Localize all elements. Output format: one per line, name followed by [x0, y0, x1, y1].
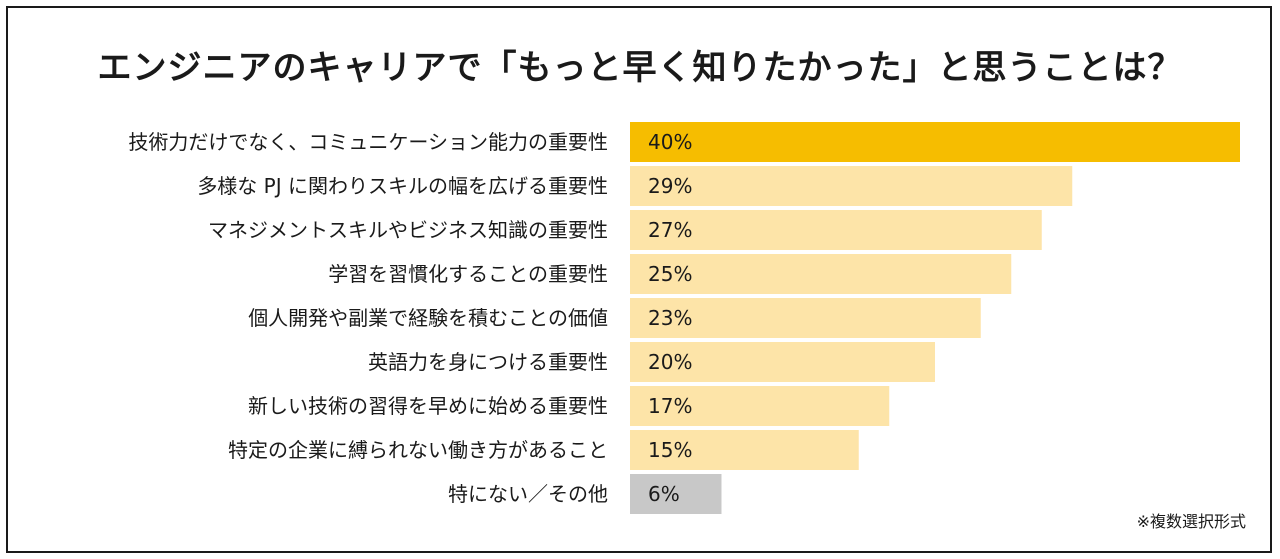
value-label: 25%: [648, 262, 692, 286]
bar-row: マネジメントスキルやビジネス知識の重要性 27%: [208, 210, 1042, 250]
category-label: 英語力を身につける重要性: [368, 350, 608, 374]
bar-row: 学習を習慣化することの重要性 25%: [328, 254, 1012, 294]
bar: [630, 298, 981, 338]
bar: [630, 430, 859, 470]
bar-row: 特定の企業に縛られない働き方があること 15%: [228, 430, 859, 470]
value-label: 20%: [648, 350, 692, 374]
bar-row: 新しい技術の習得を早めに始める重要性 17%: [248, 386, 890, 426]
bar-row: 個人開発や副業で経験を積むことの価値 23%: [248, 298, 981, 338]
bar: [630, 386, 890, 426]
value-label: 15%: [648, 438, 692, 462]
bar-row: 英語力を身につける重要性 20%: [368, 342, 935, 382]
value-label: 40%: [648, 130, 692, 154]
bar: [630, 166, 1073, 206]
value-label: 6%: [648, 482, 680, 506]
bar: [630, 254, 1012, 294]
category-label: 技術力だけでなく、コミュニケーション能力の重要性: [128, 130, 608, 154]
bar: [630, 474, 722, 514]
category-label: 個人開発や副業で経験を積むことの価値: [248, 306, 608, 330]
category-label: 多様な PJ に関わりスキルの幅を広げる重要性: [197, 174, 608, 198]
bar: [630, 210, 1042, 250]
category-label: 学習を習慣化することの重要性: [328, 262, 608, 286]
bar-row: 多様な PJ に関わりスキルの幅を広げる重要性 29%: [197, 166, 1073, 206]
category-label: 特定の企業に縛られない働き方があること: [228, 438, 608, 462]
bar: [630, 342, 935, 382]
value-label: 17%: [648, 394, 692, 418]
value-label: 29%: [648, 174, 692, 198]
bar: [630, 122, 1240, 162]
category-label: 新しい技術の習得を早めに始める重要性: [248, 394, 608, 418]
value-label: 23%: [648, 306, 692, 330]
category-label: 特にない／その他: [448, 482, 608, 506]
value-label: 27%: [648, 218, 692, 242]
category-label: マネジメントスキルやビジネス知識の重要性: [208, 218, 608, 242]
chart-title: エンジニアのキャリアで「もっと早く知りたかった」と思うことは？: [97, 48, 1183, 88]
bar-row: 特にない／その他 6%: [448, 474, 722, 514]
bar-row: 技術力だけでなく、コミュニケーション能力の重要性 40%: [128, 122, 1240, 162]
footnote-multiple-choice: ※複数選択形式: [1136, 512, 1246, 531]
